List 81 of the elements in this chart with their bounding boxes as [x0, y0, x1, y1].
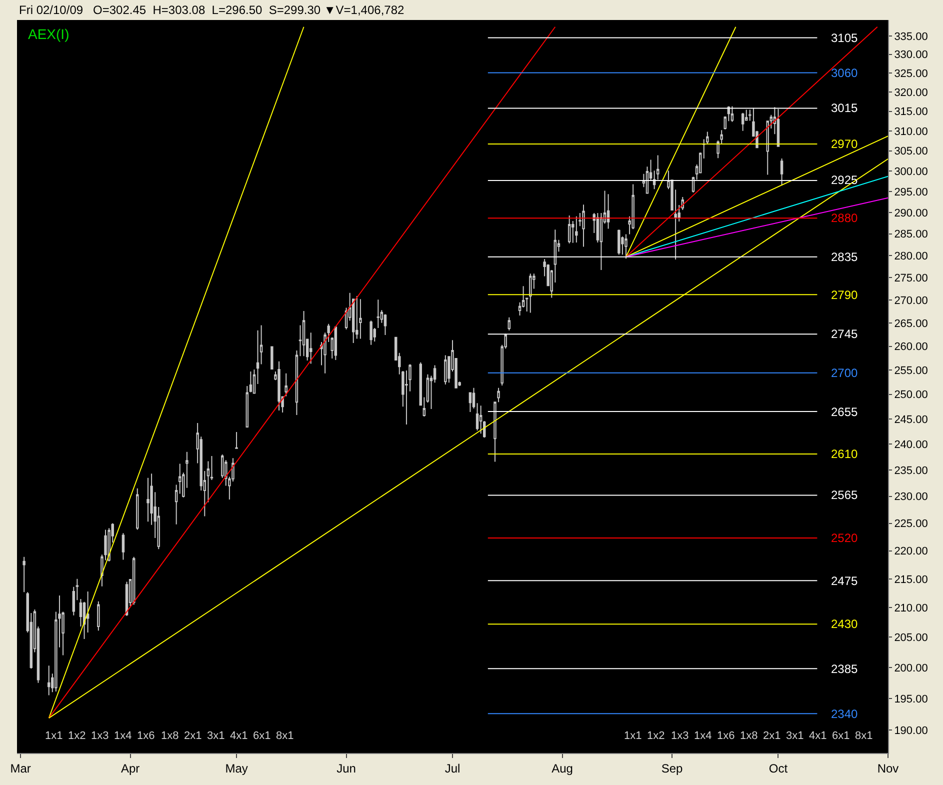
annotation: 3x1: [786, 730, 804, 742]
series-label: 2340: [831, 707, 858, 721]
x-tick-label: Sep: [661, 761, 684, 776]
annotation: 1x6: [717, 730, 735, 742]
annotation: 8x1: [276, 730, 294, 742]
y-tick-label: 290.00: [894, 207, 928, 220]
y-tick-label: 320.00: [894, 86, 928, 99]
x-tick-label: May: [225, 761, 248, 776]
y-tick-label: 300.00: [894, 166, 928, 178]
series-label: 2655: [831, 405, 858, 419]
annotation: 1x3: [91, 730, 109, 742]
annotation: 4x1: [809, 730, 827, 742]
annotation: 8x1: [855, 730, 873, 742]
annotation: 1x2: [647, 730, 665, 742]
y-tick-label: 270.00: [894, 294, 928, 307]
y-tick-label: 250.00: [894, 389, 928, 402]
y-tick-label: 225.00: [894, 518, 928, 530]
y-tick-label: 260.00: [894, 341, 928, 354]
y-tick-label: 295.00: [894, 186, 928, 198]
annotation: 6x1: [253, 730, 271, 742]
annotation: 1x2: [68, 730, 86, 742]
annotation: 1x1: [45, 730, 63, 742]
series-label: 2475: [831, 574, 858, 588]
y-tick-label: 200.00: [894, 662, 928, 674]
y-tick-label: 265.00: [894, 318, 928, 330]
series-label: 2880: [831, 211, 858, 225]
y-tick-label: 210.00: [894, 602, 928, 615]
y-tick-label: 235.00: [894, 464, 928, 477]
x-tick-label: Nov: [877, 761, 899, 776]
chart-title: AEX(I): [28, 26, 70, 42]
annotation: 1x3: [671, 730, 689, 742]
annotation: 4x1: [230, 730, 248, 742]
y-tick-label: 255.00: [894, 364, 928, 377]
chart-subtitle: Fri 02/10/09 O=302.45 H=303.08 L=296.50 S=299.30 ▼V=1,406,782: [19, 3, 404, 17]
annotation: 6x1: [832, 730, 850, 742]
series-label: 2925: [831, 173, 858, 187]
series-label: 2385: [831, 662, 858, 676]
annotation: 1x8: [740, 730, 758, 742]
series-label: 3105: [831, 31, 858, 45]
y-tick-label: 245.00: [894, 414, 928, 426]
y-tick-label: 275.00: [894, 272, 928, 284]
y-tick-label: 315.00: [894, 106, 928, 118]
series-label: 2835: [831, 250, 858, 264]
y-tick-label: 205.00: [894, 632, 928, 644]
x-tick-label: Mar: [10, 761, 31, 776]
series-label: 2745: [831, 327, 858, 341]
y-tick-label: 195.00: [894, 693, 928, 706]
x-tick-label: Jun: [336, 761, 356, 776]
y-tick-label: 310.00: [894, 126, 928, 138]
annotation: 2x1: [184, 730, 202, 742]
y-tick-label: 280.00: [894, 250, 928, 262]
y-tick-label: 335.00: [894, 30, 928, 43]
y-tick-label: 190.00: [894, 725, 928, 738]
series-label: 2430: [831, 617, 858, 631]
series-label: 2970: [831, 137, 858, 151]
series-label: 3015: [831, 101, 858, 115]
y-tick-label: 285.00: [894, 228, 928, 241]
x-tick-label: Jul: [444, 761, 460, 776]
y-tick-label: 330.00: [894, 49, 928, 62]
annotation: 1x6: [137, 730, 155, 742]
x-tick-label: Aug: [552, 761, 573, 776]
series-label: 2520: [831, 531, 858, 545]
series-label: 2610: [831, 447, 858, 461]
series-label: 2790: [831, 288, 858, 302]
series-label: 3060: [831, 66, 858, 80]
x-tick-label: Oct: [768, 761, 788, 776]
annotation: 3x1: [207, 730, 225, 742]
annotation: 1x4: [114, 730, 132, 742]
series-label: 2700: [831, 366, 858, 380]
annotation: 1x1: [624, 730, 642, 742]
annotation: 1x8: [161, 730, 179, 742]
y-tick-label: 325.00: [894, 68, 928, 80]
y-tick-label: 220.00: [894, 546, 928, 558]
series-label: 2565: [831, 488, 858, 502]
y-tick-label: 215.00: [894, 574, 928, 586]
y-tick-label: 240.00: [894, 439, 928, 452]
annotation: 2x1: [763, 730, 781, 742]
y-tick-label: 230.00: [894, 491, 928, 504]
x-tick-label: Apr: [120, 761, 140, 776]
y-tick-label: 305.00: [894, 146, 928, 158]
annotation: 1x4: [694, 730, 712, 742]
